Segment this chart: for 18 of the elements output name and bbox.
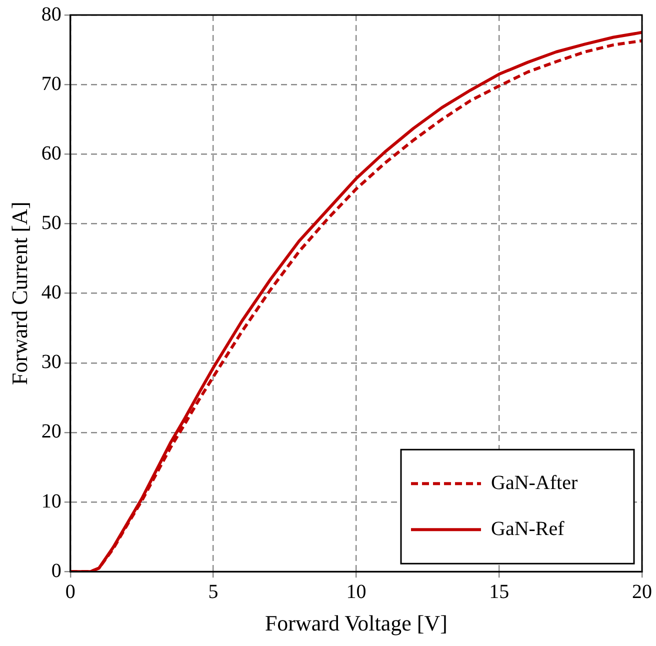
x-tick-label: 15: [489, 580, 510, 603]
y-tick-label: 40: [41, 282, 62, 304]
y-tick-label: 20: [41, 420, 62, 443]
legend-label: GaN-After: [491, 472, 578, 494]
y-tick-label: 10: [41, 490, 62, 512]
y-tick-label: 70: [41, 72, 62, 95]
x-tick-label: 10: [346, 580, 366, 603]
x-tick-label: 20: [632, 580, 652, 603]
y-tick-label: 30: [41, 351, 62, 374]
legend-label: GaN-Ref: [491, 518, 565, 540]
x-axis-title: Forward Voltage [V]: [264, 610, 448, 636]
x-tick-label: 0: [65, 580, 76, 603]
y-tick-label: 0: [51, 560, 62, 582]
y-tick-label: 60: [41, 142, 62, 164]
y-axis-title: Forward Current [A]: [6, 202, 32, 385]
y-tick-label: 80: [41, 3, 62, 26]
x-tick-label: 5: [208, 580, 218, 603]
y-tick-label: 50: [41, 212, 62, 234]
